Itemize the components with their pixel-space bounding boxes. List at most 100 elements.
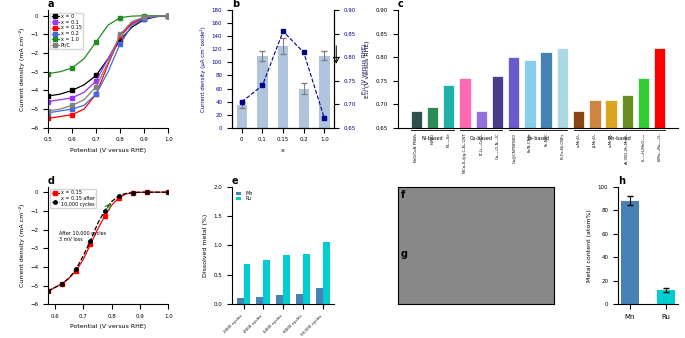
x = 0.15 after
10,000 cycles bbox=[150, 190, 158, 194]
x = 0.15 after
10,000 cycles bbox=[44, 289, 52, 293]
Bar bbox=[427, 106, 438, 128]
x = 0 bbox=[44, 94, 52, 98]
Bar bbox=[244, 264, 251, 304]
Legend: x = 0, x = 0.1, x = 0.15, x = 0.2, x = 1.0, Pt/C: x = 0, x = 0.1, x = 0.15, x = 0.2, x = 1… bbox=[51, 13, 83, 49]
x = 0.1 bbox=[116, 34, 124, 38]
x = 0.15 after
10,000 cycles bbox=[164, 190, 173, 194]
x = 0.15 after
10,000 cycles bbox=[101, 209, 109, 213]
Y-axis label: E₁₂ (V versus RHE): E₁₂ (V versus RHE) bbox=[365, 40, 371, 98]
x = 0.15 bbox=[104, 62, 112, 66]
x = 0.15 bbox=[152, 14, 160, 18]
Y-axis label: Current density (μA cm⁻oxide²): Current density (μA cm⁻oxide²) bbox=[200, 26, 206, 112]
Pt/C bbox=[140, 15, 149, 19]
x = 0.15 bbox=[140, 16, 149, 20]
Text: c: c bbox=[398, 0, 403, 9]
x = 1.0 bbox=[152, 14, 160, 18]
x = 1.0 bbox=[44, 72, 52, 76]
Line: x = 0.2: x = 0.2 bbox=[46, 14, 170, 115]
X-axis label: Potential (V versus RHE): Potential (V versus RHE) bbox=[70, 148, 146, 153]
Legend: x = 0.15, x = 0.15 after
10,000 cycles: x = 0.15, x = 0.15 after 10,000 cycles bbox=[51, 189, 96, 209]
x = 0.1 bbox=[92, 79, 100, 83]
Bar bbox=[296, 294, 303, 304]
x = 0.1 bbox=[68, 96, 76, 100]
Pt/C bbox=[92, 84, 100, 89]
Bar bbox=[606, 99, 616, 128]
x = 0 bbox=[92, 73, 100, 77]
x = 0.1 bbox=[80, 90, 88, 94]
Bar bbox=[638, 78, 649, 128]
Line: x = 0.15: x = 0.15 bbox=[46, 190, 170, 293]
Bar bbox=[299, 89, 309, 128]
x = 0.15 bbox=[65, 276, 73, 280]
x = 0.1 bbox=[164, 14, 173, 18]
x = 0.15 after
10,000 cycles bbox=[114, 194, 123, 198]
x = 0.15 bbox=[68, 113, 76, 117]
x = 0.15 after
10,000 cycles bbox=[136, 190, 144, 194]
x = 0.15 bbox=[164, 190, 173, 194]
Text: Fe-based: Fe-based bbox=[527, 136, 549, 141]
Text: b: b bbox=[232, 0, 239, 9]
Pt/C bbox=[164, 14, 173, 18]
x = 0.15 bbox=[58, 282, 66, 286]
Bar bbox=[621, 201, 639, 304]
x = 0.15 after
10,000 cycles bbox=[65, 276, 73, 280]
x = 0.15 after
10,000 cycles bbox=[108, 199, 116, 203]
x = 1.0 bbox=[56, 70, 64, 74]
Text: d: d bbox=[48, 176, 55, 186]
Line: x = 1.0: x = 1.0 bbox=[46, 14, 170, 75]
Bar bbox=[236, 105, 247, 128]
Text: f: f bbox=[401, 190, 406, 200]
Bar bbox=[303, 254, 310, 304]
Y-axis label: Current density (mA cm⁻²): Current density (mA cm⁻²) bbox=[18, 204, 25, 287]
x = 0 bbox=[164, 14, 173, 18]
x = 0.1 bbox=[44, 100, 52, 104]
x = 0.15 bbox=[150, 190, 158, 194]
x = 0.1 bbox=[104, 57, 112, 61]
Bar bbox=[263, 260, 270, 304]
x = 0.1 bbox=[128, 21, 136, 25]
x = 0.1 bbox=[56, 98, 64, 102]
Pt/C bbox=[80, 98, 88, 102]
Bar bbox=[524, 59, 536, 128]
x = 0.15 bbox=[86, 242, 95, 246]
X-axis label: x: x bbox=[282, 148, 285, 153]
x = 1.0 bbox=[116, 16, 124, 20]
x = 0.15 bbox=[93, 227, 101, 232]
Y-axis label: Dissolved metal (%): Dissolved metal (%) bbox=[203, 214, 208, 277]
Line: x = 0.15 after
10,000 cycles: x = 0.15 after 10,000 cycles bbox=[46, 190, 170, 293]
x = 0.15 bbox=[44, 289, 52, 293]
Pt/C bbox=[116, 32, 124, 37]
Pt/C bbox=[104, 61, 112, 65]
x = 0.15 bbox=[72, 269, 80, 273]
Text: h: h bbox=[618, 176, 625, 186]
Bar bbox=[283, 256, 290, 304]
x = 0.15 bbox=[143, 190, 151, 194]
x = 0.15 bbox=[116, 34, 124, 38]
Text: a: a bbox=[48, 0, 54, 9]
Bar bbox=[236, 298, 244, 304]
Text: e: e bbox=[232, 176, 238, 186]
x = 0 bbox=[104, 57, 112, 61]
x = 0.15 bbox=[51, 285, 59, 289]
x = 0.2 bbox=[128, 23, 136, 27]
x = 0.15 bbox=[128, 21, 136, 25]
x = 0.15 bbox=[101, 214, 109, 218]
x = 1.0 bbox=[128, 14, 136, 18]
x = 0.2 bbox=[80, 103, 88, 107]
Line: Pt/C: Pt/C bbox=[46, 14, 170, 113]
x = 0.15 bbox=[114, 196, 123, 200]
Bar bbox=[589, 99, 601, 128]
x = 0.15 after
10,000 cycles bbox=[129, 191, 137, 195]
x = 0.15 bbox=[44, 116, 52, 120]
Text: Mn-based: Mn-based bbox=[607, 136, 631, 141]
Pt/C bbox=[128, 19, 136, 23]
Y-axis label: Metal content (atom%): Metal content (atom%) bbox=[587, 209, 593, 282]
Bar bbox=[654, 48, 665, 128]
x = 0 bbox=[116, 38, 124, 42]
x = 0 bbox=[140, 18, 149, 22]
Pt/C bbox=[56, 107, 64, 111]
x = 0.2 bbox=[140, 17, 149, 21]
Line: x = 0.15: x = 0.15 bbox=[46, 14, 170, 120]
Legend: Mn, Ru: Mn, Ru bbox=[234, 189, 254, 203]
x = 0 bbox=[68, 89, 76, 93]
